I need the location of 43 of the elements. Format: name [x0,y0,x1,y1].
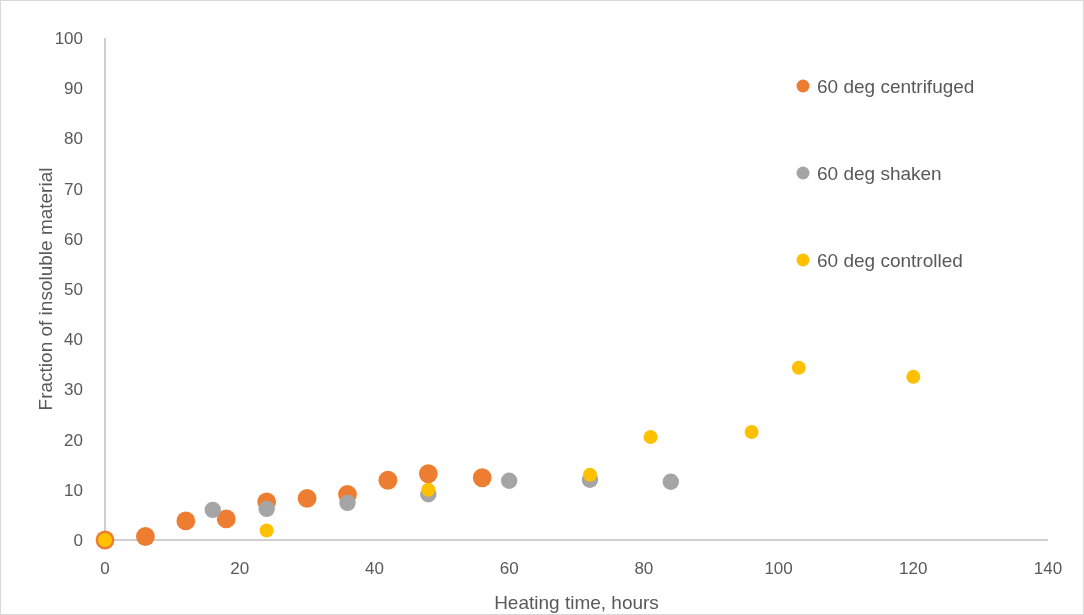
y-tick-label: 100 [54,28,83,48]
point [906,369,921,384]
x-tick-label: 20 [230,559,250,578]
point [500,472,518,489]
y-tick-label: 30 [64,380,83,400]
point [378,470,398,490]
x-axis-title: Heating time, hours [494,592,659,613]
legend-label: 60 deg shaken [817,162,942,184]
point [297,488,317,508]
y-tick-label: 20 [64,430,83,450]
y-tick-label: 60 [64,229,83,249]
y-tick-label: 40 [64,330,83,350]
point [258,500,275,518]
point [744,425,759,440]
point [421,482,436,497]
y-tick-label: 0 [73,530,83,550]
point [136,527,155,546]
point [418,464,438,484]
point [176,511,196,531]
x-tick-label: 0 [100,559,110,578]
point [204,501,221,519]
x-tick-label: 140 [1033,559,1063,578]
y-tick-label: 90 [64,79,83,99]
point [472,468,492,488]
y-tick-label: 10 [64,480,83,500]
y-tick-label: 70 [64,179,83,199]
y-axis-title: Fraction of insoluble material [35,167,56,411]
x-tick-label: 80 [634,559,654,578]
point [259,523,274,538]
point [791,360,806,375]
y-tick-label: 80 [64,129,83,149]
x-tick-label: 100 [764,559,793,578]
x-tick-label: 120 [899,559,928,578]
x-tick-label: 40 [364,559,384,578]
point [582,467,597,482]
legend-label: 60 deg centrifuged [817,75,975,97]
point [339,494,356,512]
legend-label: 60 deg controlled [817,249,963,271]
point [643,430,658,445]
y-tick-label: 50 [64,279,83,299]
x-tick-label: 60 [499,559,519,578]
point [662,473,679,490]
point [216,509,236,529]
